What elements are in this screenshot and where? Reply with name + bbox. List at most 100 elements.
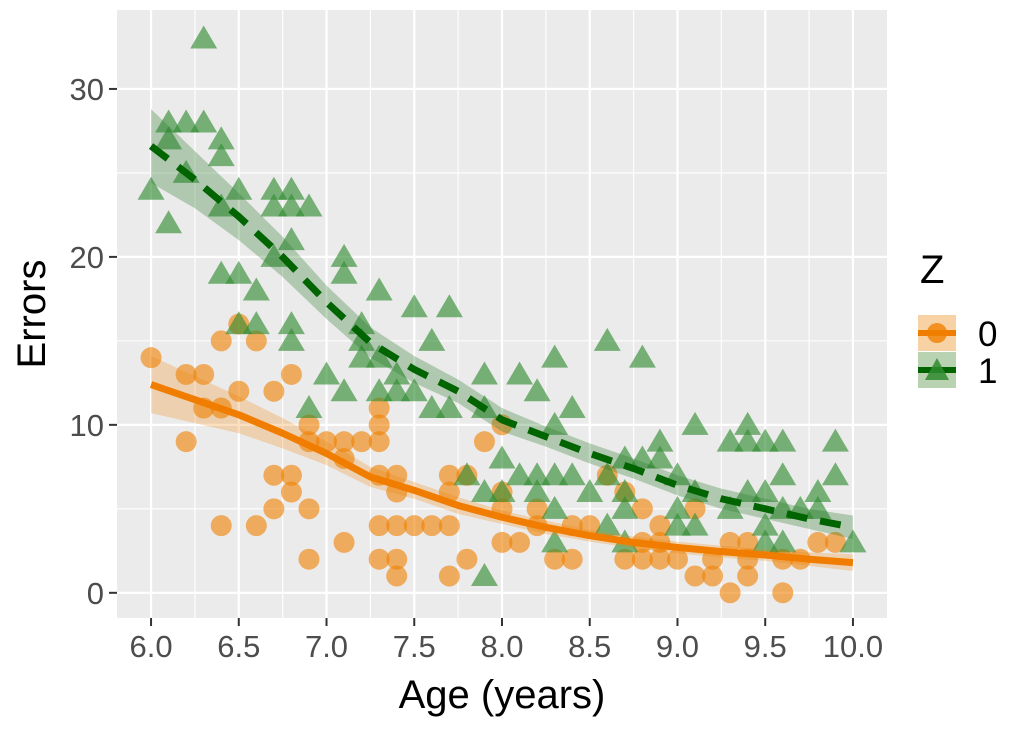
data-point-z1 (225, 260, 253, 284)
data-point-z0 (228, 380, 250, 402)
y-axis-title: Errors (10, 260, 54, 369)
data-point-z0 (737, 565, 759, 587)
data-point-z1 (593, 462, 621, 486)
x-tick-label: 7.0 (305, 629, 348, 664)
data-point-z1 (225, 311, 253, 335)
data-point-z1 (681, 512, 709, 536)
data-point-z0 (368, 397, 390, 419)
legend-label-z0: 0 (978, 315, 997, 354)
data-point-z0 (263, 464, 285, 486)
data-point-z1 (383, 378, 411, 402)
data-point-z1 (646, 428, 674, 452)
data-point-z1 (260, 193, 288, 217)
data-point-z0 (280, 481, 302, 503)
data-point-z1 (207, 193, 235, 217)
data-point-z1 (558, 395, 586, 419)
data-point-z1 (839, 529, 867, 553)
data-point-z0 (631, 548, 653, 570)
data-point-z1 (611, 479, 639, 503)
data-point-z1 (277, 227, 305, 251)
data-point-z1 (418, 327, 446, 351)
data-point-z1 (348, 344, 376, 368)
data-point-z1 (277, 193, 305, 217)
data-point-z0 (509, 531, 531, 553)
data-point-z0 (210, 515, 232, 537)
legend-triangle-icon (925, 358, 949, 380)
data-point-z0 (438, 464, 460, 486)
data-point-z1 (295, 193, 323, 217)
y-tick-label: 10 (70, 408, 104, 443)
data-point-z1 (751, 512, 779, 536)
data-point-z0 (438, 515, 460, 537)
smooth-line-z1 (148, 143, 854, 531)
data-point-z1 (365, 378, 393, 402)
data-point-z0 (333, 431, 355, 453)
panel-clip-group (117, 10, 887, 618)
x-tick-label: 9.5 (744, 629, 787, 664)
data-point-z0 (438, 565, 460, 587)
data-point-z0 (210, 330, 232, 352)
data-point-z1 (313, 361, 341, 385)
data-point-z1 (663, 495, 691, 519)
data-point-z1 (734, 428, 762, 452)
data-point-z0 (737, 531, 759, 553)
data-point-z1 (330, 260, 358, 284)
data-point-z1 (330, 378, 358, 402)
data-point-z1 (470, 361, 498, 385)
data-point-z1 (453, 462, 481, 486)
data-point-z1 (207, 126, 235, 150)
data-point-z1 (242, 277, 270, 301)
y-tick-label: 30 (70, 72, 104, 107)
data-point-z1 (523, 378, 551, 402)
data-point-z1 (506, 361, 534, 385)
data-point-z1 (593, 512, 621, 536)
data-point-z0 (631, 498, 653, 520)
data-point-z0 (807, 531, 829, 553)
data-point-z1 (172, 109, 200, 133)
data-point-z0 (351, 431, 373, 453)
legend-title: Z (920, 248, 944, 292)
data-point-z0 (316, 431, 338, 453)
data-point-z1 (190, 25, 218, 49)
data-point-z1 (242, 311, 270, 335)
data-point-z1 (593, 327, 621, 351)
data-point-z0 (175, 363, 197, 385)
data-point-z1 (155, 126, 183, 150)
data-point-z0 (666, 548, 688, 570)
data-point-z0 (456, 548, 478, 570)
data-point-z1 (751, 428, 779, 452)
data-point-z0 (421, 515, 443, 537)
data-point-z1 (190, 109, 218, 133)
data-point-z1 (804, 495, 832, 519)
data-point-z1 (506, 462, 534, 486)
data-point-z1 (558, 462, 586, 486)
data-point-z1 (821, 428, 849, 452)
data-point-z1 (716, 495, 744, 519)
data-point-z1 (523, 462, 551, 486)
legend-key-z0: 0 (918, 315, 997, 354)
data-point-z1 (400, 294, 428, 318)
data-point-z0 (280, 464, 302, 486)
data-point-z1 (611, 445, 639, 469)
data-point-z0 (561, 548, 583, 570)
data-point-z1 (716, 428, 744, 452)
data-point-z0 (193, 363, 215, 385)
data-point-z0 (280, 363, 302, 385)
data-point-z1 (734, 411, 762, 435)
data-point-z0 (719, 531, 741, 553)
data-point-z1 (541, 495, 569, 519)
data-point-z1 (383, 361, 411, 385)
data-point-z1 (435, 294, 463, 318)
data-point-z1 (470, 563, 498, 587)
x-axis-title: Age (years) (399, 673, 606, 717)
data-point-z0 (719, 582, 741, 604)
y-tick-label: 20 (70, 240, 104, 275)
data-point-z1 (260, 176, 288, 200)
data-point-z0 (245, 330, 267, 352)
data-point-z0 (368, 515, 390, 537)
data-point-z0 (263, 380, 285, 402)
data-point-z0 (263, 498, 285, 520)
data-point-z1 (769, 529, 797, 553)
data-point-z1 (541, 411, 569, 435)
